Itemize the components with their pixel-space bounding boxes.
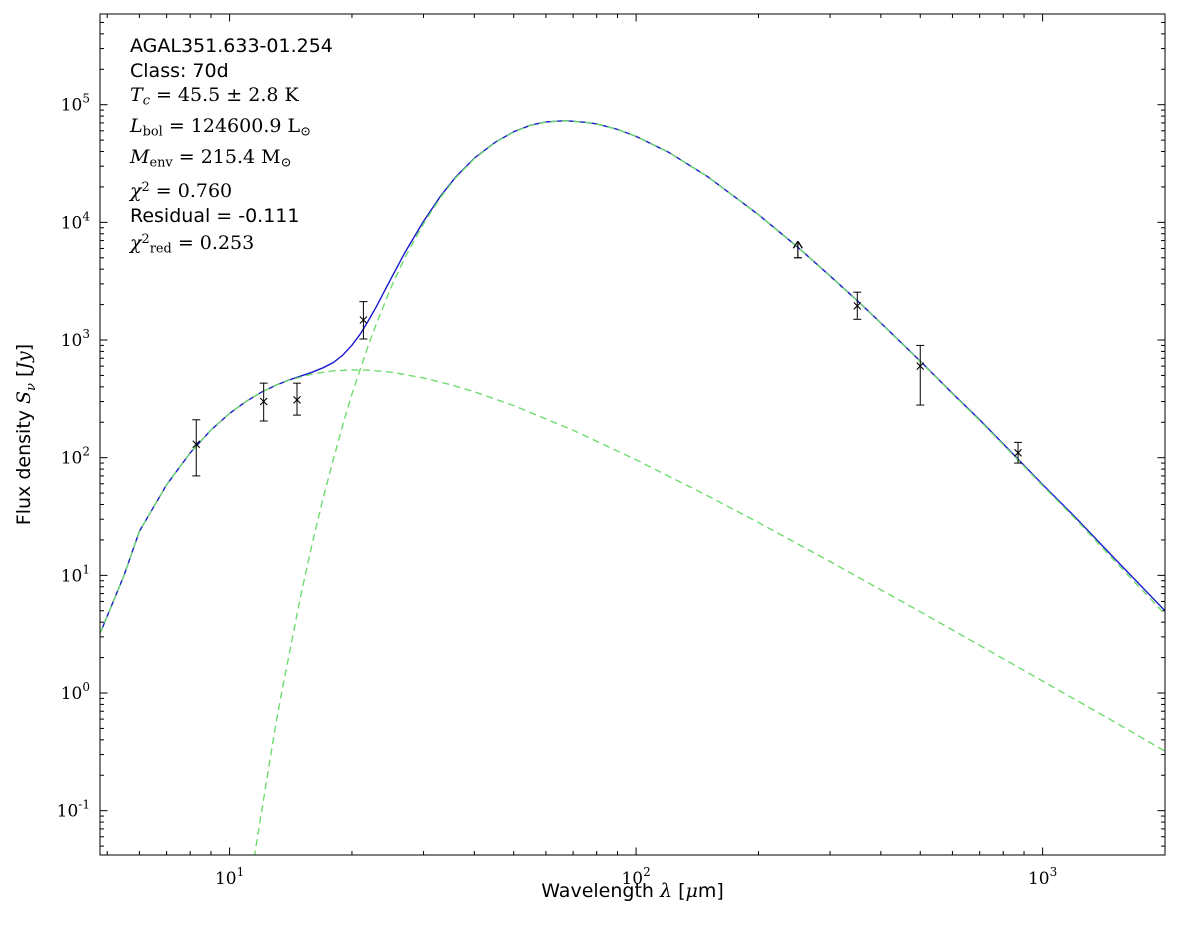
flux-data-point xyxy=(359,301,368,340)
cold-envelope-component-curve xyxy=(253,120,1165,855)
annotation-line-7: Residual = -0.111 xyxy=(130,204,300,227)
x-axis-label: Wavelength λ [μm] xyxy=(541,880,724,902)
lower-limit-point xyxy=(792,240,803,259)
flux-data-point xyxy=(259,382,268,422)
annotation-line-3: Tc = 45.5 ± 2.8 K xyxy=(130,84,299,109)
flux-data-point xyxy=(853,291,862,320)
flux-data-point xyxy=(1014,441,1023,464)
svg-text:103: 103 xyxy=(61,327,90,351)
axis-ticks xyxy=(100,14,1166,855)
svg-text:102: 102 xyxy=(621,865,650,889)
annotation-block: AGAL351.633-01.254 Class: 70d Tc = 45.5 ± … xyxy=(130,34,333,262)
hot-component-curve xyxy=(100,369,1165,752)
annotation-line-4: Lbol = 124600.9 L⊙ xyxy=(130,115,311,140)
svg-text:101: 101 xyxy=(61,562,90,586)
annotation-line-5: Menv = 215.4 M⊙ xyxy=(130,146,292,171)
svg-text:105: 105 xyxy=(61,92,90,116)
annotation-line-8: χ2red = 0.253 xyxy=(130,231,255,257)
flux-data-point xyxy=(916,344,925,406)
svg-text:103: 103 xyxy=(1028,865,1057,889)
flux-data-point xyxy=(192,419,201,477)
plot-frame xyxy=(99,13,1166,856)
data-points xyxy=(192,240,1023,477)
svg-text:10-1: 10-1 xyxy=(57,798,90,822)
axis-tick-labels: 101 102 103 10-1 100 101 102 103 104 105 xyxy=(57,92,1058,889)
svg-text:100: 100 xyxy=(61,680,90,704)
svg-text:104: 104 xyxy=(61,209,91,233)
svg-text:101: 101 xyxy=(215,865,244,889)
annotation-line-6: χ2 = 0.760 xyxy=(130,180,233,203)
annotation-line-1: AGAL351.633-01.254 xyxy=(130,35,333,57)
y-axis-label: Flux density Sν [Jy] xyxy=(13,344,39,525)
svg-text:102: 102 xyxy=(61,445,90,469)
annotation-line-2: Class: 70d xyxy=(130,59,229,82)
flux-data-point xyxy=(292,382,301,416)
